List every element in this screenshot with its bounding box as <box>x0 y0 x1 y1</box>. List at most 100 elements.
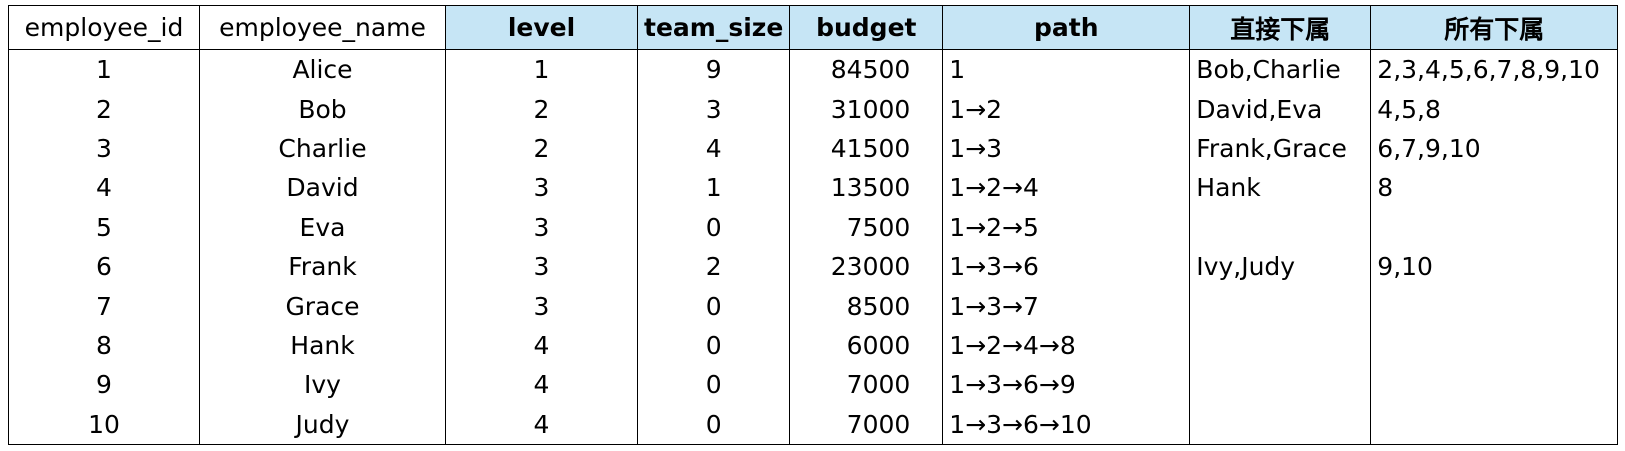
table-cell: 1→2→5 <box>942 207 1191 247</box>
table-cell <box>1189 325 1372 366</box>
table-cell <box>1189 286 1372 326</box>
table-cell: 84500 <box>789 49 944 90</box>
table-row: 1 Alice 1 9 84500 1 Bob,Charlie 2,3,4,5,6,7,8,9… <box>8 49 1619 90</box>
table-cell: 8500 <box>789 286 944 326</box>
table-cell <box>1189 365 1372 405</box>
table-cell: 3 <box>636 89 791 129</box>
table-cell: 1→2→4 <box>942 168 1191 208</box>
table-cell: 13500 <box>789 168 944 208</box>
table-cell: 7000 <box>789 404 944 445</box>
table-cell: 31000 <box>789 89 944 129</box>
table-cell: 2 <box>445 89 638 129</box>
column-header: 直接下属 <box>1189 5 1372 50</box>
column-header: employee_name <box>199 5 446 50</box>
table-cell: 6000 <box>789 325 944 366</box>
table-cell: 0 <box>636 207 791 247</box>
table-cell <box>1370 286 1619 326</box>
header-row: employee_id employee_name level team_size bu… <box>8 5 1619 50</box>
data-table: employee_id employee_name level team_size bu… <box>8 5 1619 445</box>
table-cell: 0 <box>636 286 791 326</box>
table-cell: 2,3,4,5,6,7,8,9,10 <box>1370 49 1619 90</box>
table-cell: 7500 <box>789 207 944 247</box>
table-cell: Eva <box>199 207 446 247</box>
table-cell: 1→3→6 <box>942 246 1191 287</box>
table-row: 4 David 3 1 13500 1→2→4 Hank 8 <box>8 168 1619 208</box>
table-cell: Grace <box>199 286 446 326</box>
table-cell: 4,5,8 <box>1370 89 1619 129</box>
table-cell: 6,7,9,10 <box>1370 128 1619 169</box>
table-cell: 3 <box>445 246 638 287</box>
table-row: 7 Grace 3 0 8500 1→3→7 <box>8 286 1619 326</box>
column-header: 所有下属 <box>1370 5 1619 50</box>
table-row: 2 Bob 2 3 31000 1→2 David,Eva 4,5,8 <box>8 89 1619 129</box>
table-cell: Ivy <box>199 365 446 405</box>
table-body: 1 Alice 1 9 84500 1 Bob,Charlie 2,3,4,5,6,7,8,9… <box>8 49 1619 445</box>
table-cell: 9 <box>636 49 791 90</box>
column-header: team_size <box>636 5 791 50</box>
table-cell <box>1370 365 1619 405</box>
table-cell: 6 <box>8 246 200 287</box>
column-header: level <box>445 5 638 50</box>
table-row: 8 Hank 4 0 6000 1→2→4→8 <box>8 325 1619 366</box>
table-cell: 1→3→6→10 <box>942 404 1191 445</box>
table-cell: 1 <box>8 49 200 90</box>
table-cell: 4 <box>8 168 200 208</box>
table-cell: 0 <box>636 404 791 445</box>
table-cell: 0 <box>636 325 791 366</box>
table-cell: Judy <box>199 404 446 445</box>
table-cell: Frank,Grace <box>1189 128 1372 169</box>
table-cell <box>1370 404 1619 445</box>
table-cell: 7000 <box>789 365 944 405</box>
table-cell: 1 <box>942 49 1191 90</box>
table-row: 10 Judy 4 0 7000 1→3→6→10 <box>8 404 1619 445</box>
table-row: 6 Frank 3 2 23000 1→3→6 Ivy,Judy 9,10 <box>8 246 1619 287</box>
table-cell <box>1189 404 1372 445</box>
table-cell: 7 <box>8 286 200 326</box>
table-cell: 3 <box>8 128 200 169</box>
table-cell: Frank <box>199 246 446 287</box>
table-cell: 3 <box>445 168 638 208</box>
column-header: employee_id <box>8 5 200 50</box>
table-cell: 1 <box>445 49 638 90</box>
table-cell: 10 <box>8 404 200 445</box>
column-header: budget <box>789 5 944 50</box>
table-cell: 23000 <box>789 246 944 287</box>
table-cell <box>1189 207 1372 247</box>
table-cell: Hank <box>1189 168 1372 208</box>
table-cell: 2 <box>636 246 791 287</box>
table-cell <box>1370 325 1619 366</box>
table-cell: Bob,Charlie <box>1189 49 1372 90</box>
table-cell: 4 <box>445 404 638 445</box>
table-cell: 4 <box>636 128 791 169</box>
table-cell: Bob <box>199 89 446 129</box>
table-row: 3 Charlie 2 4 41500 1→3 Frank,Grace 6,7,9,10 <box>8 128 1619 169</box>
table-row: 5 Eva 3 0 7500 1→2→5 <box>8 207 1619 247</box>
table-cell: 9,10 <box>1370 246 1619 287</box>
table-cell: Alice <box>199 49 446 90</box>
table-cell: 8 <box>8 325 200 366</box>
table-cell: 1→2→4→8 <box>942 325 1191 366</box>
table-cell: Charlie <box>199 128 446 169</box>
table-cell: 0 <box>636 365 791 405</box>
table-row: 9 Ivy 4 0 7000 1→3→6→9 <box>8 365 1619 405</box>
table-cell: 2 <box>445 128 638 169</box>
table-cell: 4 <box>445 365 638 405</box>
table-cell: 8 <box>1370 168 1619 208</box>
table-cell: 1→3 <box>942 128 1191 169</box>
table-cell: 3 <box>445 207 638 247</box>
table-header: employee_id employee_name level team_size bu… <box>8 5 1619 50</box>
table-cell: David <box>199 168 446 208</box>
table-cell: 5 <box>8 207 200 247</box>
table-cell <box>1370 207 1619 247</box>
table-cell: David,Eva <box>1189 89 1372 129</box>
table-cell: 1→2 <box>942 89 1191 129</box>
table-cell: 1→3→7 <box>942 286 1191 326</box>
column-header: path <box>942 5 1191 50</box>
table-cell: 9 <box>8 365 200 405</box>
table-cell: 2 <box>8 89 200 129</box>
table-cell: 1 <box>636 168 791 208</box>
table-cell: Hank <box>199 325 446 366</box>
table-cell: 4 <box>445 325 638 366</box>
table-cell: Ivy,Judy <box>1189 246 1372 287</box>
